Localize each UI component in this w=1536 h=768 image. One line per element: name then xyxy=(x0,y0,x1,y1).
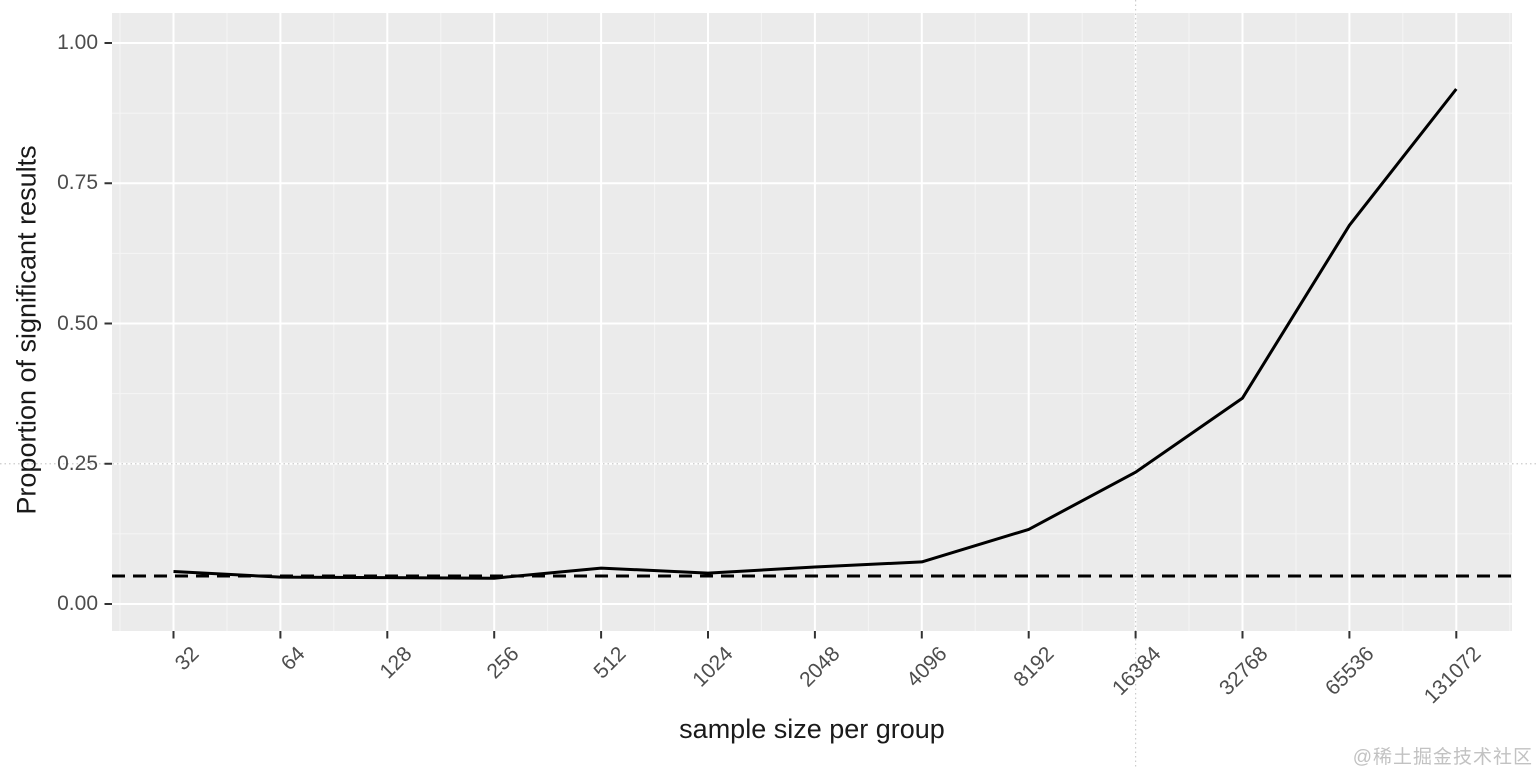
y-tick-label: 1.00 xyxy=(57,31,98,54)
y-tick-label: 0.25 xyxy=(57,451,98,475)
y-axis-title: Proportion of significant results xyxy=(11,145,42,515)
x-axis-title: sample size per group xyxy=(679,714,945,744)
y-tick-label: 0.50 xyxy=(57,311,98,335)
y-tick-label: 0.00 xyxy=(57,592,98,615)
watermark: @稀土掘金技术社区 xyxy=(1352,747,1533,768)
y-tick-label: 0.75 xyxy=(57,171,98,195)
